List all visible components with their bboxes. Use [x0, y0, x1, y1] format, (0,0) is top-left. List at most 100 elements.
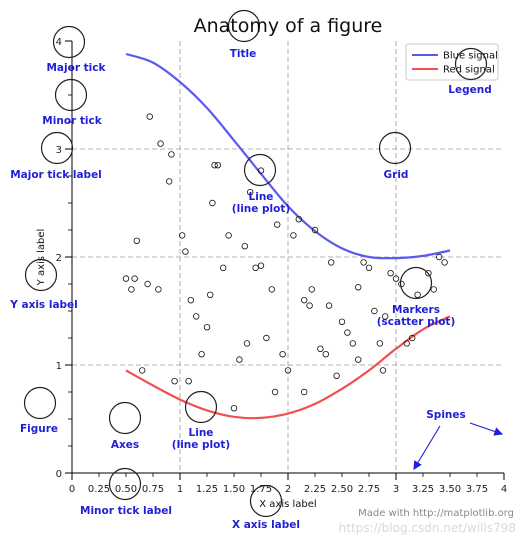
scatter-point — [301, 297, 308, 304]
scatter-point — [203, 324, 211, 331]
x-axis-label: X axis label — [259, 499, 316, 510]
chart-text: Anatomy of a figure X axis label Y axis … — [36, 15, 516, 535]
scatter-point — [198, 351, 205, 358]
legend: Blue signal Red signal — [405, 43, 499, 81]
y-tick-label: 3 — [56, 145, 62, 156]
figure-circle — [23, 386, 57, 420]
scatter-point — [243, 340, 251, 347]
y-tick-label: 4 — [56, 37, 62, 48]
x-axis-label-circle — [249, 484, 283, 518]
scatter-point — [284, 367, 292, 374]
grid-annotation: Grid — [384, 169, 409, 181]
x-axis-label-annotation: X axis label — [232, 519, 300, 531]
scatter-point — [425, 270, 432, 277]
scatter-point — [138, 367, 146, 374]
x-tick-label: 1.25 — [196, 484, 218, 495]
scatter-point — [236, 356, 243, 363]
scatter-point — [144, 280, 151, 288]
scatter-point — [185, 378, 192, 385]
scatter-point — [209, 199, 216, 207]
x-tick-label: 1.75 — [250, 484, 272, 495]
scatter-point — [128, 286, 135, 293]
scatter-point — [403, 340, 410, 347]
y-tick-label: 1 — [56, 361, 62, 372]
x-tick-label: 1 — [177, 484, 183, 495]
scatter-point — [207, 291, 214, 298]
watermark-text: https://blog.csdn.net/wills798 — [339, 521, 516, 535]
scatter-point — [344, 329, 351, 336]
x-tick-label: 3.25 — [412, 484, 434, 495]
scatter-point — [257, 262, 265, 269]
markers-annotation: Markers (scatter plot) — [377, 304, 456, 328]
scatter-point — [333, 372, 340, 379]
scatter-point — [301, 388, 308, 396]
minor-tick-circle — [54, 78, 88, 112]
scatter-point — [308, 286, 315, 293]
scatter-point — [441, 259, 448, 266]
spines-arrow-right — [469, 422, 504, 436]
annotation-labels: Major tick Minor tick Major tick label Y ax… — [9, 48, 504, 531]
scatter-point — [263, 334, 270, 342]
scatter-point — [133, 237, 140, 244]
x-tick-label: 2 — [285, 484, 291, 495]
minor-tick-annotation: Minor tick — [42, 115, 102, 127]
legend-circle — [454, 47, 488, 81]
scatter-point — [155, 286, 162, 293]
scatter-point — [365, 264, 373, 271]
markers-circle — [399, 266, 433, 300]
scatter-point — [268, 286, 275, 293]
scatter-point — [192, 313, 200, 320]
scatter-point — [379, 367, 387, 374]
scatter-point — [360, 259, 367, 266]
scatter-point — [349, 340, 356, 347]
scatter-point — [187, 297, 194, 304]
grid-circle — [378, 131, 412, 165]
title-circle — [227, 9, 261, 43]
x-tick-label: 0.25 — [88, 484, 110, 495]
chart-title: Anatomy of a figure — [194, 15, 383, 37]
spines-annotation: Spines — [426, 409, 466, 421]
scatter-point — [257, 167, 265, 174]
credit-text: Made with http://matplotlib.org — [358, 508, 514, 519]
scatter-point — [392, 275, 400, 282]
scatter-point — [157, 140, 164, 147]
scatter-point — [398, 280, 405, 288]
scatter-point — [271, 388, 279, 396]
scatter-point — [214, 161, 221, 169]
scatter-point — [409, 334, 416, 342]
x-tick-label: 1.50 — [223, 484, 245, 495]
scatter-point — [290, 232, 297, 239]
scatter-point — [146, 113, 153, 120]
axes-circle — [108, 401, 142, 435]
axes-annotation: Axes — [111, 439, 139, 451]
y-tick-label: 2 — [56, 253, 62, 264]
x-tick-label: 2.50 — [331, 484, 353, 495]
scatter-point — [376, 340, 383, 347]
scatter-point — [325, 302, 333, 309]
scatter-point — [171, 378, 178, 385]
scatter-markers — [122, 113, 448, 412]
scatter-point — [328, 259, 335, 266]
scatter-point — [436, 253, 443, 261]
scatter-point — [414, 291, 421, 298]
figure-annotation: Figure — [20, 423, 58, 435]
scatter-point — [311, 226, 319, 234]
x-tick-label: 0.50 — [115, 484, 137, 495]
scatter-point — [338, 318, 346, 325]
scatter-point — [225, 232, 232, 239]
spines-arrow-bottom — [413, 425, 441, 470]
x-tick-label: 2.75 — [358, 484, 380, 495]
x-tick-label: 2.25 — [304, 484, 326, 495]
x-tick-label: 3.50 — [439, 484, 461, 495]
x-tick-label: 0.75 — [142, 484, 164, 495]
y-axis-label: Y axis label — [36, 229, 47, 287]
legend-entry: Red signal — [443, 65, 495, 76]
major-tick-annotation: Major tick — [46, 62, 106, 74]
major-tick-circle — [52, 25, 86, 59]
title-annotation: Title — [230, 48, 257, 60]
major-tick-label-circle — [40, 131, 74, 165]
y-tick-label: 0 — [56, 469, 62, 480]
scatter-point — [252, 264, 259, 271]
